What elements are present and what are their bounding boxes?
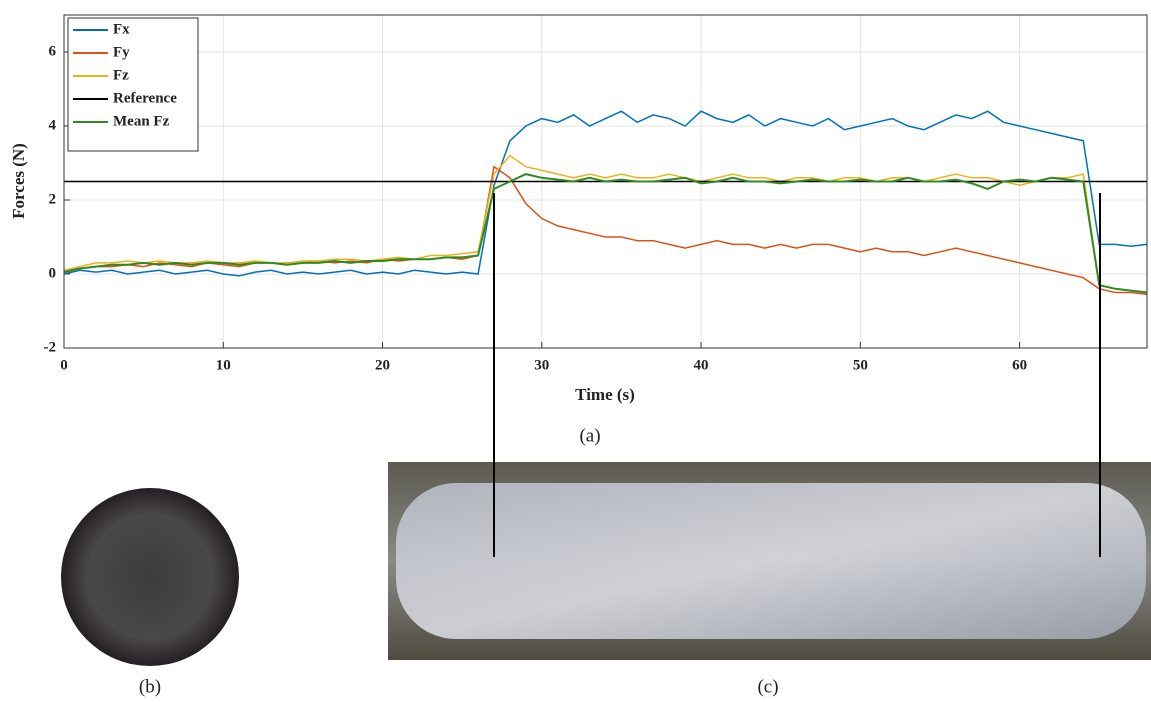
legend: Fx Fy Fz Reference Mean Fz: [67, 17, 199, 152]
y-axis-label: Forces (N): [9, 143, 28, 219]
x-tick-label: 0: [60, 357, 68, 373]
legend-label: Mean Fz: [113, 113, 170, 129]
plot-frame: [63, 14, 1148, 349]
y-tick-label: 4: [49, 117, 57, 133]
x-tick-label: 20: [375, 357, 390, 373]
legend-label: Fx: [113, 21, 130, 37]
x-tick-label: 10: [216, 357, 231, 373]
x-tick-label: 60: [1012, 357, 1027, 373]
photo-slot: [396, 483, 1146, 639]
series-line: [63, 154, 1148, 294]
x-tick-label: 40: [694, 357, 709, 373]
panel-label: (b): [139, 676, 161, 697]
legend-label: Fz: [113, 67, 129, 83]
legend-label: Reference: [113, 90, 177, 106]
panel-label: (a): [579, 425, 600, 446]
y-tick-label: 2: [49, 191, 57, 207]
series-line: [63, 165, 1148, 296]
y-tick-label: 6: [49, 43, 57, 59]
series-line: [63, 173, 1148, 294]
photo-disk: [61, 488, 239, 666]
legend-label: Fy: [113, 44, 130, 60]
legend-box: [67, 17, 199, 152]
series-line: [63, 110, 1148, 277]
x-tick-label: 30: [534, 357, 549, 373]
x-tick-label: 50: [853, 357, 868, 373]
y-tick-label: 0: [49, 265, 57, 281]
y-tick-label: -2: [44, 339, 57, 355]
x-axis-label: Time (s): [575, 385, 635, 404]
panel-label: (c): [757, 676, 778, 697]
